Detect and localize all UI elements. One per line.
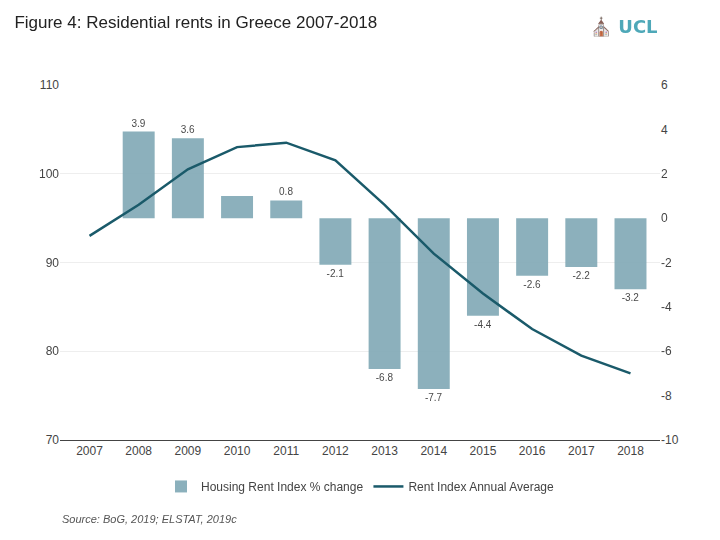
svg-text:-4: -4 (661, 300, 672, 314)
svg-text:-8: -8 (661, 389, 672, 403)
svg-text:2016: 2016 (519, 444, 546, 458)
svg-text:-2.1: -2.1 (327, 268, 345, 279)
svg-text:90: 90 (46, 256, 60, 270)
svg-text:100: 100 (39, 167, 59, 181)
svg-text:2010: 2010 (224, 444, 251, 458)
svg-text:2011: 2011 (273, 444, 299, 458)
svg-text:2017: 2017 (568, 444, 595, 458)
svg-text:2007: 2007 (76, 444, 103, 458)
svg-text:⛪ UCL: ⛪ UCL (590, 16, 658, 37)
svg-text:3.6: 3.6 (181, 124, 195, 135)
svg-text:2018: 2018 (617, 444, 644, 458)
svg-text:2: 2 (661, 167, 668, 181)
svg-text:2014: 2014 (420, 444, 447, 458)
svg-text:-6.8: -6.8 (376, 372, 394, 383)
svg-text:2015: 2015 (470, 444, 497, 458)
svg-text:-3.2: -3.2 (622, 292, 640, 303)
svg-text:2013: 2013 (371, 444, 398, 458)
svg-text:2008: 2008 (125, 444, 152, 458)
svg-text:6: 6 (661, 78, 668, 92)
svg-text:-6: -6 (661, 344, 672, 358)
svg-text:0: 0 (661, 211, 668, 225)
svg-text:-2.6: -2.6 (523, 279, 541, 290)
svg-text:110: 110 (40, 78, 59, 92)
svg-text:Rent Index Annual Average: Rent Index Annual Average (408, 480, 554, 494)
svg-text:Figure 4: Residential rents in: Figure 4: Residential rents in Greece 20… (14, 13, 377, 32)
svg-text:-10: -10 (661, 433, 679, 447)
svg-text:Source: BoG, 2019; ELSTAT, 201: Source: BoG, 2019; ELSTAT, 2019c (62, 513, 237, 525)
svg-text:0.8: 0.8 (279, 186, 293, 197)
svg-text:-2.2: -2.2 (572, 270, 590, 281)
svg-text:-4.4: -4.4 (474, 319, 492, 330)
svg-text:4: 4 (661, 123, 668, 137)
svg-text:-7.7: -7.7 (425, 392, 443, 403)
svg-text:-2: -2 (661, 256, 672, 270)
svg-text:Housing Rent Index % change: Housing Rent Index % change (201, 480, 363, 494)
svg-text:2012: 2012 (322, 444, 349, 458)
svg-text:70: 70 (46, 433, 60, 447)
svg-text:3.9: 3.9 (132, 118, 146, 129)
svg-text:2009: 2009 (175, 444, 202, 458)
svg-text:80: 80 (46, 344, 60, 358)
